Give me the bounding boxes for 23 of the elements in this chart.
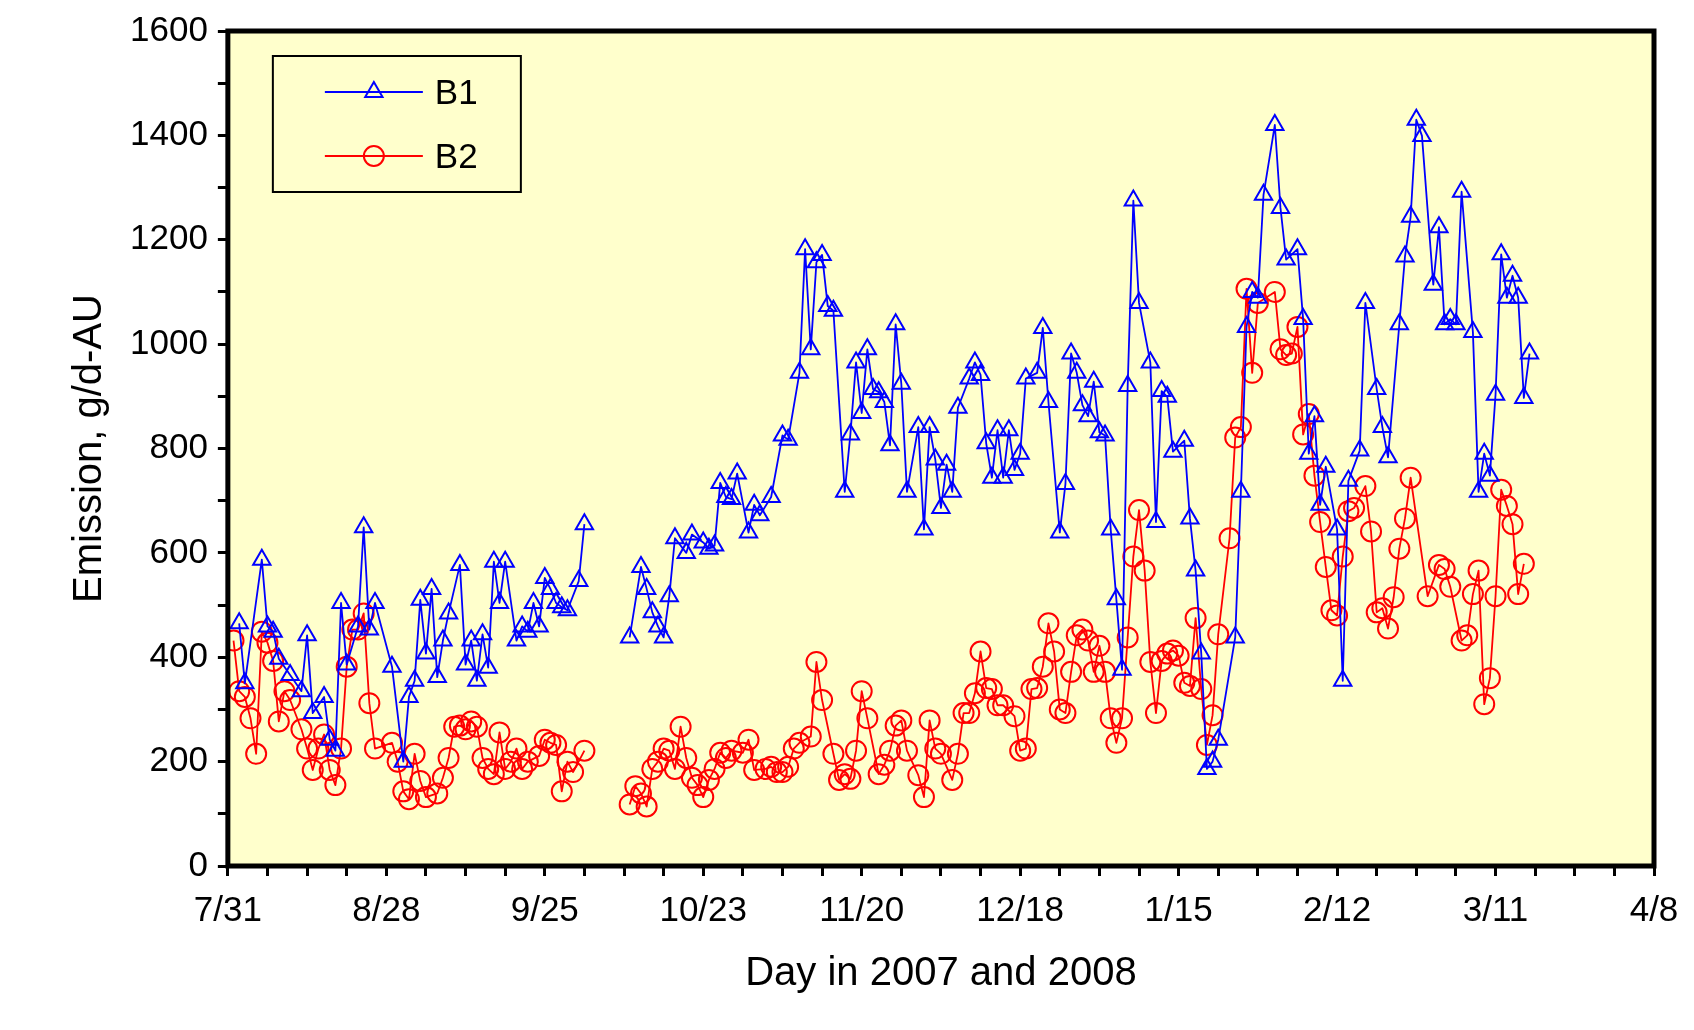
y-tick-label: 1000 [129, 321, 208, 361]
legend-label: B1 [434, 71, 478, 111]
y-tick-label: 0 [188, 843, 208, 883]
x-axis-title: Day in 2007 and 2008 [745, 949, 1137, 994]
y-tick-label: 1200 [129, 217, 208, 257]
legend-label: B2 [434, 135, 478, 175]
x-tick-label: 2/12 [1303, 888, 1372, 928]
y-tick-label: 400 [149, 634, 208, 674]
x-tick-label: 11/20 [819, 888, 905, 928]
y-axis-title: Emission, g/d-AU [65, 294, 110, 603]
x-tick-label: 1/15 [1144, 888, 1213, 928]
y-tick-label: 600 [149, 530, 208, 570]
x-tick-label: 12/18 [976, 888, 1064, 928]
x-tick-label: 10/23 [659, 888, 748, 928]
x-tick-label: 8/28 [352, 888, 421, 928]
y-tick-label: 1400 [129, 113, 208, 153]
y-tick-label: 200 [149, 739, 208, 779]
x-tick-label: 4/8 [1629, 888, 1679, 928]
x-tick-label: 3/11 [1462, 888, 1529, 928]
x-tick-label: 7/31 [193, 888, 262, 928]
y-tick-label: 800 [149, 426, 208, 466]
x-tick-label: 9/25 [510, 888, 579, 928]
y-tick-label: 1600 [129, 8, 208, 48]
